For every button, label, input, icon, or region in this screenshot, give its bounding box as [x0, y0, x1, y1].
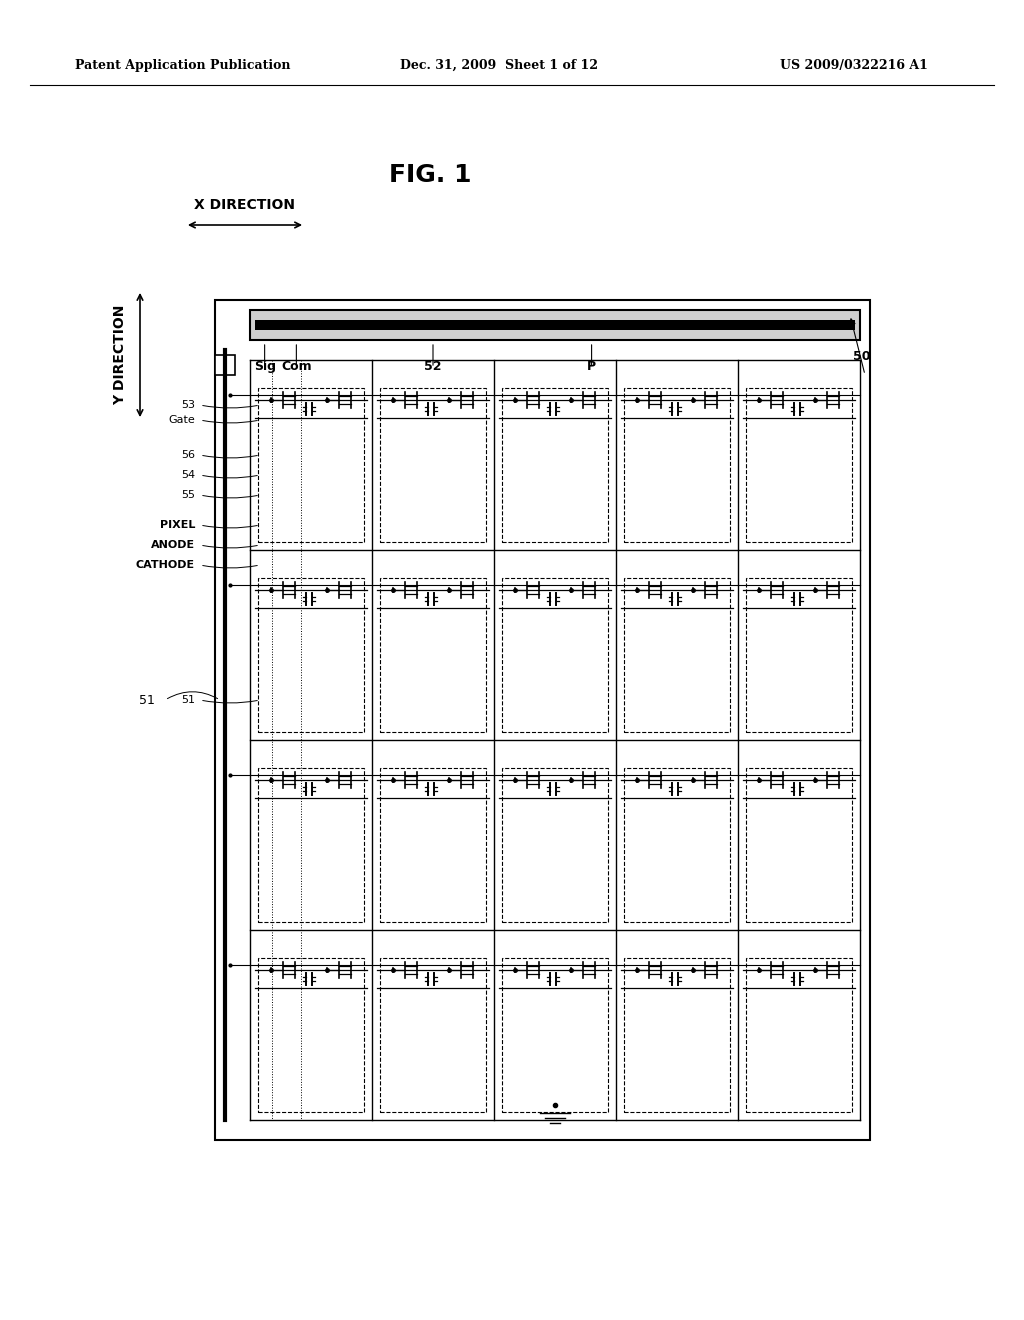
Text: Dec. 31, 2009  Sheet 1 of 12: Dec. 31, 2009 Sheet 1 of 12 [400, 58, 598, 71]
Text: US 2009/0322216 A1: US 2009/0322216 A1 [780, 58, 928, 71]
Text: 51: 51 [139, 693, 155, 706]
Text: Patent Application Publication: Patent Application Publication [75, 58, 291, 71]
Bar [502, 388, 608, 543]
Text: Gate: Gate [168, 414, 195, 425]
Text: X DIRECTION: X DIRECTION [195, 198, 296, 213]
Bar [380, 958, 486, 1111]
Text: CATHODE: CATHODE [136, 560, 195, 570]
Bar [624, 768, 730, 921]
Bar [380, 578, 486, 733]
Bar [746, 578, 852, 733]
Bar [502, 578, 608, 733]
Bar [258, 388, 364, 543]
Bar [624, 388, 730, 543]
Bar [258, 578, 364, 733]
Bar [215, 300, 870, 1140]
Bar [502, 958, 608, 1111]
Bar [746, 768, 852, 921]
Bar [624, 578, 730, 733]
Text: Sig: Sig [254, 360, 275, 374]
Text: Y DIRECTION: Y DIRECTION [113, 305, 127, 405]
Bar [380, 388, 486, 543]
Text: ANODE: ANODE [151, 540, 195, 550]
Bar [746, 388, 852, 543]
Text: PIXEL: PIXEL [160, 520, 195, 531]
Bar [258, 958, 364, 1111]
Bar [250, 310, 860, 341]
Text: FIG. 1: FIG. 1 [389, 162, 471, 187]
Bar [502, 768, 608, 921]
Text: Com: Com [281, 360, 311, 374]
Text: 54: 54 [181, 470, 195, 480]
Text: 52: 52 [424, 360, 441, 374]
Bar [215, 355, 234, 375]
Bar [746, 958, 852, 1111]
Text: 53: 53 [181, 400, 195, 411]
Text: P: P [587, 360, 596, 374]
Bar [258, 768, 364, 921]
Bar [255, 319, 855, 330]
Text: 55: 55 [181, 490, 195, 500]
Bar [380, 768, 486, 921]
Text: 51: 51 [181, 696, 195, 705]
Bar [624, 958, 730, 1111]
Text: 56: 56 [181, 450, 195, 459]
Text: 50: 50 [853, 350, 870, 363]
